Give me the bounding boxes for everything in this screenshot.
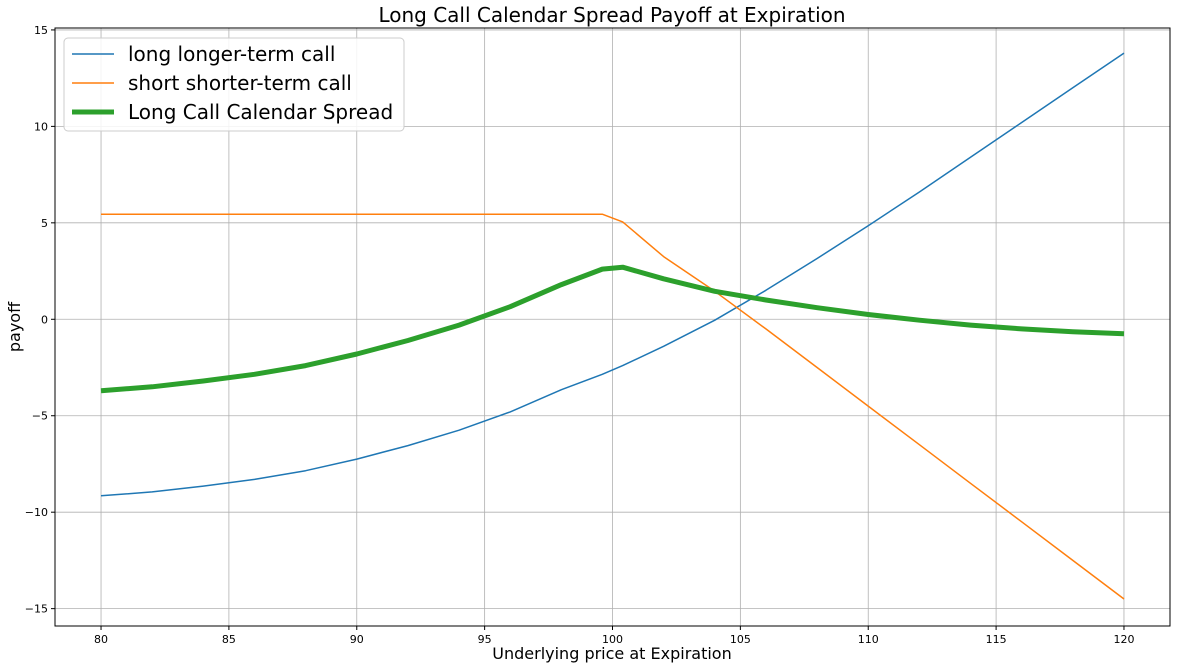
x-tick-label: 90 [350, 633, 364, 646]
x-axis-ticks: 80 85 90 95 100 105 110 115 120 [94, 626, 1134, 646]
x-tick-label: 110 [858, 633, 879, 646]
y-tick-label: 10 [34, 120, 48, 133]
y-axis-ticks: −15 −10 −5 0 5 10 15 [25, 24, 55, 616]
series-line-1 [100, 52, 1125, 497]
legend-label-3: Long Call Calendar Spread [128, 100, 393, 124]
series-line-3 [100, 264, 1125, 394]
legend-box [63, 37, 405, 132]
chart-title: Long Call Calendar Spread Payoff at Expi… [378, 3, 845, 27]
legend-label-1: long longer-term call [128, 42, 335, 66]
grid [55, 28, 1170, 626]
plot-lines [100, 52, 1125, 600]
y-tick-label: 15 [34, 24, 48, 37]
x-axis-label: Underlying price at Expiration [492, 644, 731, 663]
legend-label-2: short shorter-term call [128, 71, 352, 95]
x-tick-label: 105 [730, 633, 751, 646]
x-tick-label: 95 [478, 633, 492, 646]
x-tick-label: 85 [222, 633, 236, 646]
y-tick-label: −5 [32, 410, 48, 423]
y-axis-label: payoff [5, 301, 24, 352]
x-tick-label: 120 [1113, 633, 1134, 646]
series-line-2 [101, 213, 1125, 600]
x-tick-label: 100 [602, 633, 623, 646]
x-tick-label: 115 [986, 633, 1007, 646]
y-tick-label: 5 [41, 217, 48, 230]
x-tick-label: 80 [94, 633, 108, 646]
legend: long longer-term call short shorter-term … [63, 37, 405, 132]
y-tick-label: −15 [25, 603, 48, 616]
y-tick-label: −10 [25, 506, 48, 519]
y-tick-label: 0 [41, 313, 48, 326]
